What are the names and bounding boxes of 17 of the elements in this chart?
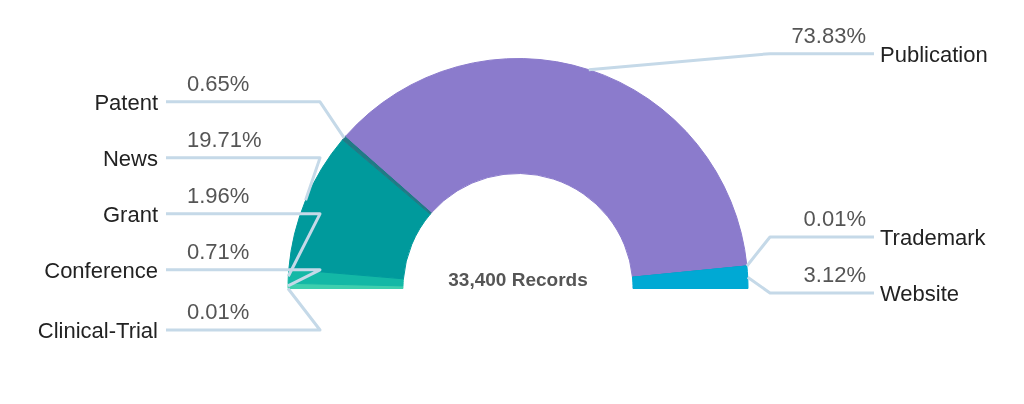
slice-label: Conference — [44, 257, 158, 283]
data-label: 3.12% — [803, 262, 866, 288]
data-label: 19.71% — [187, 126, 262, 152]
slice-label: News — [102, 145, 158, 171]
slice-label: Publication — [880, 41, 988, 67]
data-label: 1.96% — [187, 182, 250, 208]
data-label: 0.01% — [187, 299, 250, 325]
slice-label: Clinical-Trial — [37, 318, 158, 344]
slice-label: Grant — [102, 201, 158, 227]
slice-label: Patent — [94, 89, 158, 115]
data-label: 0.65% — [187, 70, 250, 96]
text: 33,400 Records — [448, 269, 588, 291]
slice-label: Website — [880, 281, 960, 307]
data-label: 0.01% — [803, 206, 866, 232]
data-label: 73.83% — [791, 22, 866, 48]
data-label: 0.71% — [187, 238, 250, 264]
slice-label: Trademark — [880, 225, 987, 251]
